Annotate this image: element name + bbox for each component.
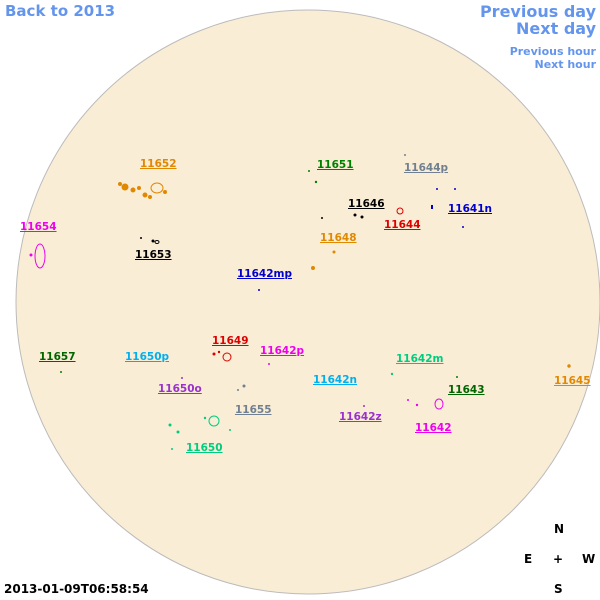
region-label: 11653 — [135, 249, 172, 261]
region-label: 11646 — [348, 198, 385, 210]
timestamp: 2013-01-09T06:58:54 — [4, 582, 149, 596]
compass-south: S — [554, 582, 563, 596]
region-label: 11642mp — [237, 268, 292, 280]
region-label: 11650 — [186, 442, 223, 454]
previous-hour-link[interactable]: Previous hour — [509, 45, 596, 58]
region-label: 11651 — [317, 159, 354, 171]
back-link[interactable]: Back to 2013 — [5, 2, 116, 20]
region-label: 11642 — [415, 422, 452, 434]
region-label: 11644p — [404, 162, 449, 174]
compass-north: N — [554, 522, 565, 536]
next-hour-link[interactable]: Next hour — [534, 58, 597, 71]
region-label: 11655 — [235, 404, 272, 416]
region-label: 11648 — [320, 232, 357, 244]
region-label: 11654 — [20, 221, 57, 233]
region-label: 11642z — [339, 411, 382, 423]
region-label: 11650o — [158, 383, 202, 395]
previous-day-link[interactable]: Previous day — [479, 2, 596, 21]
region-label: 11650p — [125, 351, 170, 363]
solar-disk — [15, 9, 600, 595]
region-label: 11644 — [384, 219, 421, 231]
next-day-link[interactable]: Next day — [516, 19, 596, 38]
compass-west: W — [582, 552, 596, 566]
compass-center: + — [553, 552, 564, 566]
region-label: 11643 — [448, 384, 485, 396]
region-label: 11642n — [313, 374, 358, 386]
region-label: 11642p — [260, 345, 305, 357]
region-label: 11645 — [554, 375, 591, 387]
compass-east: E — [524, 552, 533, 566]
region-label: 11657 — [39, 351, 76, 363]
sunspots — [29, 154, 571, 450]
region-label: 11652 — [140, 158, 177, 170]
region-label: 11649 — [212, 335, 249, 347]
region-label: 11641n — [448, 203, 493, 215]
region-label: 11642m — [396, 353, 444, 365]
